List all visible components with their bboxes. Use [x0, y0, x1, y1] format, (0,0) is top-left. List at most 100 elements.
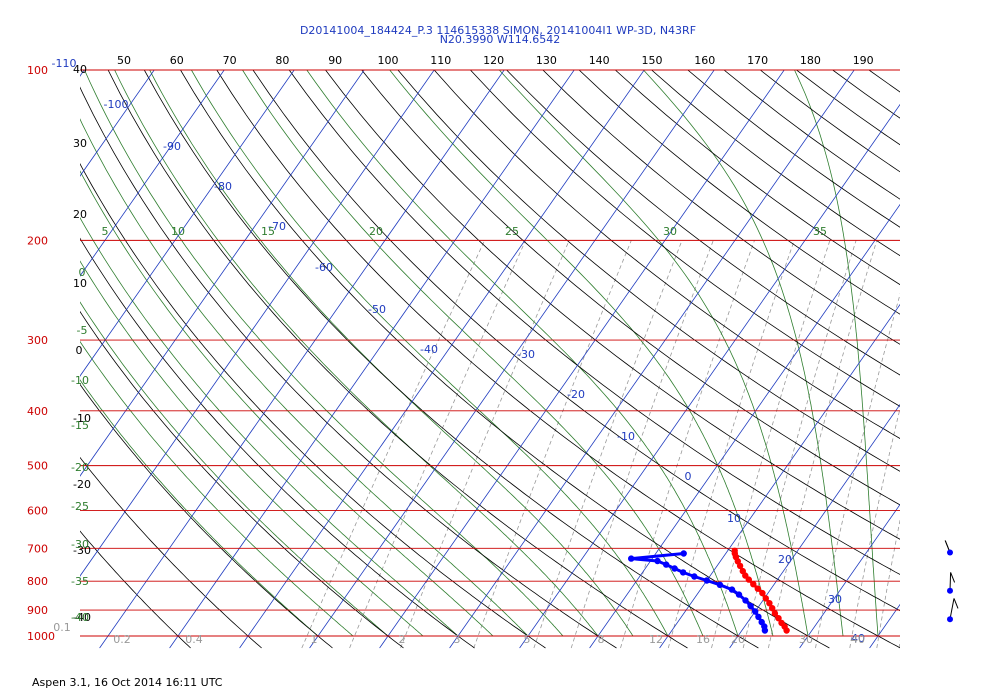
isobars — [80, 69, 900, 637]
footer-text: Aspen 3.1, 16 Oct 2014 16:11 UTC — [32, 676, 223, 689]
dry-adiabat-line — [904, 44, 1000, 648]
pressure-tick-label: 400 — [27, 405, 48, 418]
dry-adiabat-line — [940, 44, 1000, 648]
dry-adiabat-label: 0 — [76, 344, 83, 357]
dewpoint-point — [671, 565, 678, 572]
dry-adiabat-line — [832, 70, 900, 119]
mixing-ratio-line — [620, 240, 755, 649]
chart-title: D20141004_184424_P.3 114615338 SIMON, 20… — [300, 24, 696, 37]
dry-adiabat-line — [80, 237, 475, 649]
mixing-ratio-label: 8 — [598, 633, 605, 646]
mixing-ratio-label: 12 — [649, 633, 663, 646]
isotherm-line — [869, 603, 900, 649]
isotherm-label: -110 — [52, 57, 77, 70]
moist-adiabat-label: 0 — [79, 266, 86, 279]
dry-adiabat-line — [975, 44, 1000, 648]
dewpoint-point — [735, 591, 743, 598]
isotherm-line — [309, 70, 715, 649]
mixing-ratio-line — [815, 293, 900, 649]
mixing-ratio-label: 40 — [851, 633, 865, 646]
moist-adiabat-line — [306, 70, 739, 637]
top-axis-tick-label: 190 — [853, 54, 874, 67]
dry-adiabat-line — [80, 163, 546, 649]
isotherm-label: -100 — [104, 98, 129, 111]
moist-adiabat-label: -15 — [71, 419, 89, 432]
moist-adiabat-line — [80, 379, 319, 637]
isotherm-label: -20 — [567, 388, 585, 401]
pressure-tick-label: 1000 — [27, 630, 55, 643]
dry-adiabat-line — [288, 70, 900, 575]
moist-adiabat-line — [80, 340, 354, 637]
isotherm-line — [449, 70, 855, 649]
temperature-point — [750, 581, 757, 588]
moist-adiabat-label: 5 — [102, 225, 109, 238]
dry-adiabat-line — [542, 70, 900, 345]
isotherm-label: -40 — [420, 343, 438, 356]
moist-adiabat-label: 15 — [261, 225, 275, 238]
dewpoint-point — [679, 569, 687, 576]
dewpoint-point — [703, 577, 710, 584]
temperature-point — [736, 562, 744, 570]
dry-adiabats — [80, 44, 1000, 649]
dry-adiabat-label: -30 — [73, 544, 91, 557]
isotherm-label: -60 — [315, 261, 333, 274]
moist-adiabat-label: -25 — [71, 500, 89, 513]
sounding-profiles — [628, 547, 790, 634]
top-axis-tick-label: 150 — [642, 54, 663, 67]
dry-adiabat-label: 10 — [73, 277, 87, 290]
mixing-ratio-label: 2 — [399, 633, 406, 646]
temperature-point — [775, 615, 782, 622]
mixing-ratio-label: 30 — [799, 633, 813, 646]
dry-adiabat-line — [651, 70, 900, 257]
isotherm-label: -10 — [617, 430, 635, 443]
dry-adiabat-line — [868, 70, 900, 93]
isotherm-line — [80, 70, 155, 177]
mixing-ratio-line — [711, 240, 831, 649]
temperature-point — [771, 610, 779, 617]
dewpoint-point — [761, 627, 769, 634]
dewpoint-point — [663, 561, 670, 568]
isotherm-line — [99, 70, 505, 649]
wind-barb-marker — [947, 587, 953, 594]
wind-barb-marker — [947, 616, 953, 623]
temperature-point — [754, 585, 761, 592]
moist-adiabats — [80, 70, 879, 637]
mixing-ratio-label: 20 — [731, 633, 745, 646]
mixing-ratio-line — [876, 518, 900, 649]
dry-adiabat-line — [80, 383, 333, 649]
isotherm-line — [80, 70, 365, 477]
moist-adiabat-label: -30 — [71, 538, 89, 551]
isotherm-label: -80 — [214, 180, 232, 193]
dewpoint-point — [728, 586, 736, 593]
isotherm-line — [80, 70, 295, 377]
mixing-ratio-label: 5 — [524, 633, 531, 646]
dewpoint-point — [742, 597, 749, 604]
dewpoint-point — [628, 555, 635, 562]
mixing-ratio-label: 0.2 — [113, 633, 131, 646]
dry-adiabat-label: 40 — [73, 63, 87, 76]
moist-adiabat-line — [80, 170, 494, 637]
dry-adiabat-line — [80, 530, 191, 649]
dry-adiabat-line — [397, 70, 900, 472]
dry-adiabat-label: 20 — [73, 208, 87, 221]
isotherm-line — [519, 103, 900, 649]
moist-adiabat-line — [191, 70, 669, 637]
mixing-ratio-line — [570, 240, 714, 649]
mixing-ratio-line — [349, 240, 526, 649]
pressure-tick-label: 500 — [27, 460, 48, 473]
dry-adiabat-line — [80, 86, 617, 649]
moist-adiabat-line — [242, 70, 704, 637]
dry-adiabat-line — [325, 70, 900, 540]
dry-adiabat-line — [216, 70, 900, 649]
mixing-ratio-line — [742, 240, 857, 649]
moist-adiabat-label: -35 — [71, 575, 89, 588]
isotherm-line — [799, 503, 900, 649]
dewpoint-point — [691, 573, 698, 580]
top-axis-tick-label: 80 — [275, 54, 289, 67]
pressure-tick-label: 600 — [27, 504, 48, 517]
isotherm-line — [729, 403, 900, 649]
moist-adiabat-line — [149, 70, 634, 637]
dry-adiabat-line — [578, 70, 900, 315]
wind-barbs — [944, 540, 959, 623]
temperature-point — [759, 589, 766, 597]
